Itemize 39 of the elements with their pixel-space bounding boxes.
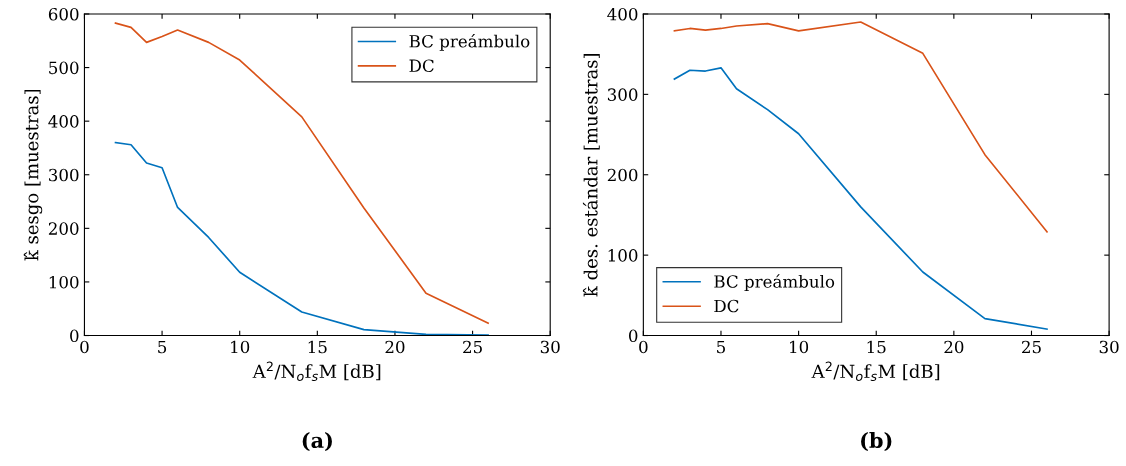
y-tick-label: 600: [48, 7, 79, 21]
x-tick-label: 30: [1099, 340, 1119, 354]
legend-label: DC: [409, 59, 434, 73]
y-tick-label: 0: [70, 329, 79, 343]
legend-label: BC preámbulo: [409, 33, 530, 51]
y-tick-label: 400: [48, 115, 79, 128]
x-tick-label: 25: [1022, 340, 1041, 354]
legend-label: DC: [714, 299, 739, 313]
y-tick-label: 200: [48, 222, 79, 235]
x-axis-title: A$^{2}$/N$_{o}$f$_{s}$M [dB]: [252, 361, 381, 381]
x-tick-label: 10: [790, 340, 809, 354]
x-tick-label: 5: [158, 340, 167, 354]
x-tick-label: 0: [639, 340, 648, 354]
y-tick-label: 0: [628, 329, 638, 343]
y-tick-label: 500: [49, 61, 79, 75]
x-tick-label: 20: [385, 340, 405, 354]
y-axis-title: k̂ sesgo [muestras]: [23, 89, 43, 261]
x-tick-label: 15: [867, 340, 886, 354]
x-tick-label: 10: [231, 340, 250, 354]
x-tick-label: 15: [308, 340, 327, 354]
line-series: [673, 67, 1048, 330]
text: (a): [302, 431, 332, 452]
legend-label: BC preámbulo: [714, 274, 835, 292]
line-series: [114, 141, 489, 336]
line-series: [673, 21, 1048, 233]
x-tick-label: 30: [540, 340, 560, 354]
y-tick-label: 300: [49, 168, 79, 182]
x-axis-title: A$^{2}$/N$_{o}$f$_{s}$M [dB]: [811, 361, 940, 381]
x-tick-label: 25: [463, 340, 482, 354]
x-tick-label: 0: [80, 340, 89, 354]
y-axis-title: k̂ des. estándar [muestras]: [582, 53, 600, 297]
text: (b): [861, 431, 892, 452]
y-tick-label: 100: [49, 275, 79, 289]
y-tick-label: 200: [607, 168, 638, 182]
y-tick-label: 100: [608, 249, 638, 262]
x-tick-label: 20: [944, 340, 964, 354]
x-tick-label: 5: [717, 340, 725, 354]
y-tick-label: 300: [607, 88, 638, 101]
y-tick-label: 400: [607, 7, 638, 21]
